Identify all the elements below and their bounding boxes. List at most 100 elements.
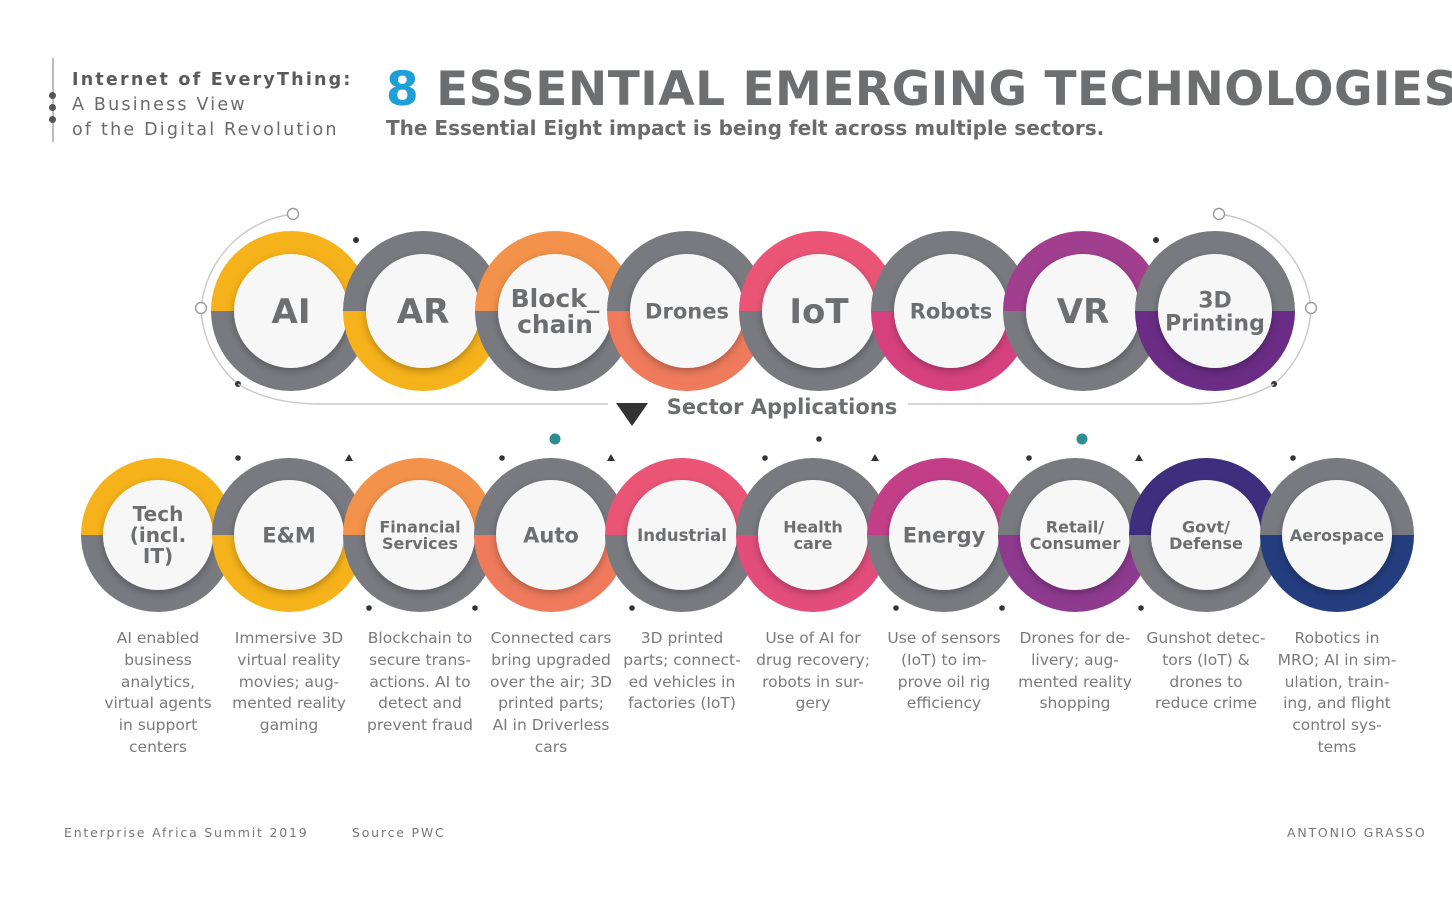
marker-dot — [472, 605, 478, 611]
sector-description-8: Gunshot detec- tors (IoT) & drones to re… — [1146, 629, 1266, 713]
ring-center — [1026, 254, 1140, 368]
sector-description-2: Blockchain to secure trans- actions. AI … — [367, 629, 473, 735]
marker-dot — [1138, 605, 1144, 611]
ring-center — [1151, 480, 1261, 590]
ring-center — [366, 254, 480, 368]
ring-center — [762, 254, 876, 368]
marker-dot — [1290, 455, 1296, 461]
title-text: ESSENTIAL EMERGING TECHNOLOGIES — [436, 62, 1452, 117]
sector-7: Retail/Consumer — [998, 458, 1152, 612]
marker-dot — [816, 436, 822, 442]
ring-label-line: Tech — [133, 502, 184, 526]
footer-author: ANTONIO GRASSO — [1287, 825, 1427, 840]
sector-description-4: 3D printed parts; connect- ed vehicles i… — [623, 629, 741, 713]
marker-dot — [629, 605, 635, 611]
ring-center — [758, 480, 868, 590]
ring-center — [498, 254, 612, 368]
technology-4: IoT — [739, 231, 899, 391]
sector-2: Financial Services — [343, 458, 497, 612]
ring-label: Industrial — [637, 526, 727, 545]
down-arrow-icon — [616, 403, 648, 426]
sector-row: Tech (incl. IT) E&M Financial Services Auto Ind… — [81, 433, 1414, 612]
ring-label: E&M — [262, 524, 316, 548]
brand-block: Internet of EveryThing: A Business View … — [72, 68, 353, 143]
ring-label-line: 3D — [1198, 288, 1232, 313]
ring-label-line: Drones — [645, 300, 729, 324]
marker-triangle-icon — [607, 454, 615, 461]
brand-line-2: A Business View — [72, 95, 247, 115]
ring-label-line: IoT — [789, 292, 849, 332]
ring-label: IoT — [789, 292, 849, 332]
brand-line-1: Internet of EveryThing: — [72, 70, 353, 90]
technology-3: Drones — [607, 231, 767, 391]
ring-label-line: care — [793, 534, 832, 553]
sector-description-3: Connected cars bring upgraded over the a… — [490, 629, 612, 756]
page-title: 8 ESSENTIAL EMERGING TECHNOLOGIES — [386, 62, 1452, 117]
ring-center — [1158, 254, 1272, 368]
ring-label-line: Aerospace — [1290, 526, 1384, 545]
marker-triangle-icon — [1135, 454, 1143, 461]
ring-label: Aerospace — [1290, 526, 1384, 545]
ring-center — [894, 254, 1008, 368]
sector-description-7: Drones for de- livery; aug- mented reali… — [1018, 629, 1132, 713]
ring-label: 3D Printing — [1165, 288, 1265, 336]
ring-label-line: Health — [783, 517, 843, 536]
ring-label-line: Industrial — [637, 526, 727, 545]
ring-label: VR — [1057, 292, 1110, 332]
sector-description-5: Use of AI for drug recovery; robots in s… — [756, 629, 870, 713]
sector-description-6: Use of sensors (IoT) to im- prove oil ri… — [887, 629, 1001, 713]
ring-label: Health care — [783, 517, 843, 553]
sector-8: Govt/Defense — [1129, 458, 1283, 612]
ring-label-line: Auto — [523, 524, 579, 548]
ring-label-line: Retail/ — [1046, 517, 1105, 536]
marker-dot — [499, 455, 505, 461]
marker-dot — [549, 433, 561, 445]
footer-event: Enterprise Africa Summit 2019 — [64, 825, 309, 840]
node-marker — [286, 207, 300, 221]
technology-0: AI — [211, 231, 371, 391]
ring-label-line: Services — [382, 534, 458, 553]
ring-label: AI — [272, 292, 311, 332]
ring-label-line: E&M — [262, 524, 316, 548]
footer-source: Source PWC — [352, 825, 446, 840]
ring-label-line: Consumer — [1030, 534, 1121, 553]
marker-dot — [1076, 433, 1088, 445]
ring-label-line: Energy — [903, 524, 986, 548]
ring-center — [627, 480, 737, 590]
ring-label-line: Defense — [1169, 534, 1243, 553]
node-dot — [353, 237, 359, 243]
sector-3: Auto — [474, 458, 628, 612]
ring-center — [365, 480, 475, 590]
marker-dot — [366, 605, 372, 611]
ring-center — [630, 254, 744, 368]
node-marker — [1212, 207, 1226, 221]
marker-dot — [1026, 455, 1032, 461]
ring-label-line: Financial — [379, 517, 460, 536]
brand-dot — [49, 92, 56, 99]
arc-left-top — [200, 213, 294, 309]
ring-label: Financial Services — [379, 517, 460, 553]
arc-left-bottom — [200, 307, 239, 385]
page-subtitle: The Essential Eight impact is being felt… — [386, 116, 1105, 140]
ring-label: Govt/Defense — [1169, 517, 1243, 553]
ring-center — [234, 254, 348, 368]
ring-label-line: IT) — [143, 544, 173, 568]
arc-right-bottom — [1273, 307, 1312, 385]
marker-dot — [235, 455, 241, 461]
sector-description-9: Robotics in MRO; AI in sim- ulation, tra… — [1277, 629, 1397, 756]
ring-label-line: (incl. — [130, 523, 187, 547]
ring-label-line: AI — [272, 292, 311, 332]
ring-label: Drones — [645, 300, 729, 324]
ring-label-line: Block_ — [511, 284, 600, 313]
brand-dot — [49, 104, 56, 111]
sector-6: Energy — [867, 458, 1021, 612]
marker-triangle-icon — [345, 454, 353, 461]
marker-dot — [893, 605, 899, 611]
section-label: Sector Applications — [667, 395, 897, 419]
sector-0: Tech (incl. IT) — [81, 458, 235, 612]
sector-1: E&M — [212, 458, 366, 612]
ring-center — [234, 480, 344, 590]
technology-row: AI AR Block_ chain Drones IoT Robots VR 3D Printi… — [194, 207, 1318, 391]
ring-label-line: AR — [397, 292, 450, 332]
